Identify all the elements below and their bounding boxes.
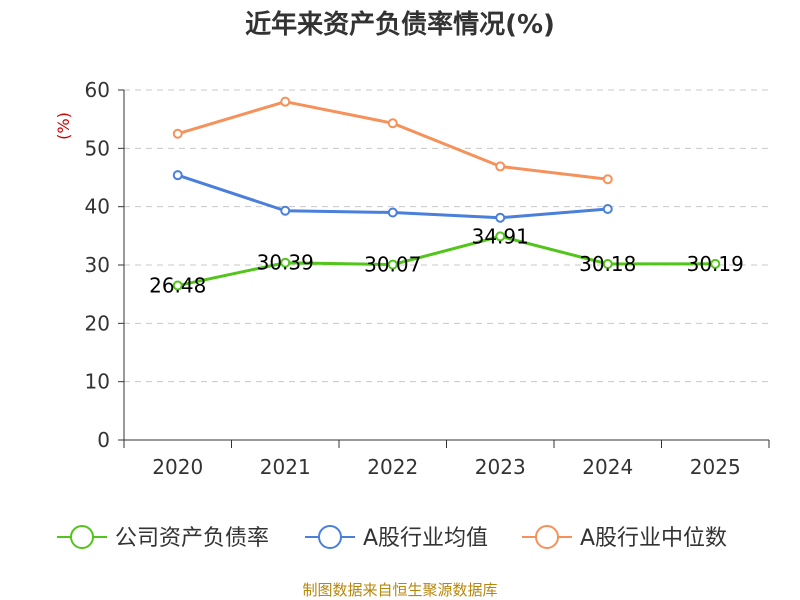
data-label-2025: 30.19 [687, 252, 744, 276]
x-tick-label-2020: 2020 [152, 455, 203, 479]
source-note: 制图数据来自恒生聚源数据库 [302, 581, 497, 599]
legend[interactable]: 公司资产负债率 A股行业均值 A股行业中位数 [57, 525, 727, 551]
x-tick-label-2022: 2022 [367, 455, 418, 479]
y-tick-label-50: 50 [85, 136, 110, 160]
data-point-1-2023[interactable] [495, 212, 506, 223]
y-tick-label-60: 60 [85, 78, 110, 102]
data-label-2024: 30.18 [579, 252, 636, 276]
y-tick-label-10: 10 [85, 370, 110, 394]
series-group [172, 96, 721, 291]
y-tick-label-0: 0 [97, 428, 110, 452]
data-point-0-2020[interactable] [172, 280, 183, 291]
data-point-1-2024[interactable] [602, 204, 613, 214]
legend-marker-0 [70, 525, 94, 549]
axes: 0 10 20 30 40 50 60 2020 2021 2022 2023 2024 2025 [85, 78, 770, 479]
legend-label-1: A股行业均值 [363, 526, 488, 551]
data-point-0-2021[interactable] [280, 257, 291, 268]
grid [124, 89, 769, 383]
data-point-2-2020[interactable] [172, 128, 183, 139]
data-point-0-2022[interactable] [387, 259, 398, 270]
legend-item-0[interactable]: 公司资产负债率 [57, 525, 269, 551]
y-axis-unit: (%) [54, 112, 73, 140]
data-label-2020: 26.48 [149, 274, 206, 298]
data-point-0-2025[interactable] [710, 258, 721, 269]
legend-label-0: 公司资产负债率 [115, 526, 269, 551]
y-tick-label-40: 40 [85, 195, 110, 219]
legend-item-2[interactable]: A股行业中位数 [522, 525, 727, 551]
x-tick-label-2023: 2023 [475, 455, 526, 479]
data-label-2022: 30.07 [364, 253, 421, 277]
data-point-1-2022[interactable] [387, 207, 398, 218]
chart-title: 近年来资产负债率情况(%) [245, 9, 555, 40]
data-point-1-2021[interactable] [280, 205, 291, 216]
data-point-0-2024[interactable] [602, 258, 613, 269]
legend-marker-1 [318, 525, 342, 549]
data-point-2-2022[interactable] [387, 118, 398, 129]
x-tick-label-2021: 2021 [260, 455, 311, 479]
data-labels: 26.48 30.39 30.07 34.91 30.18 30.19 [149, 224, 744, 297]
legend-marker-2 [535, 525, 559, 549]
data-point-0-2023[interactable] [495, 231, 506, 242]
legend-label-2: A股行业中位数 [580, 526, 727, 551]
data-point-2-2023[interactable] [495, 161, 506, 172]
series-line-0 [177, 234, 716, 288]
x-tick-label-2025: 2025 [690, 455, 741, 479]
data-point-1-2020[interactable] [172, 170, 183, 181]
x-tick-label-2024: 2024 [582, 455, 633, 479]
data-point-2-2021[interactable] [280, 96, 291, 107]
y-tick-label-30: 30 [85, 253, 110, 277]
legend-item-1[interactable]: A股行业均值 [305, 525, 488, 551]
series-line-2 [177, 100, 608, 181]
y-tick-label-20: 20 [85, 311, 110, 335]
data-label-2021: 30.39 [257, 251, 314, 275]
data-label-2023: 34.91 [472, 224, 529, 248]
data-point-2-2024[interactable] [602, 174, 613, 185]
